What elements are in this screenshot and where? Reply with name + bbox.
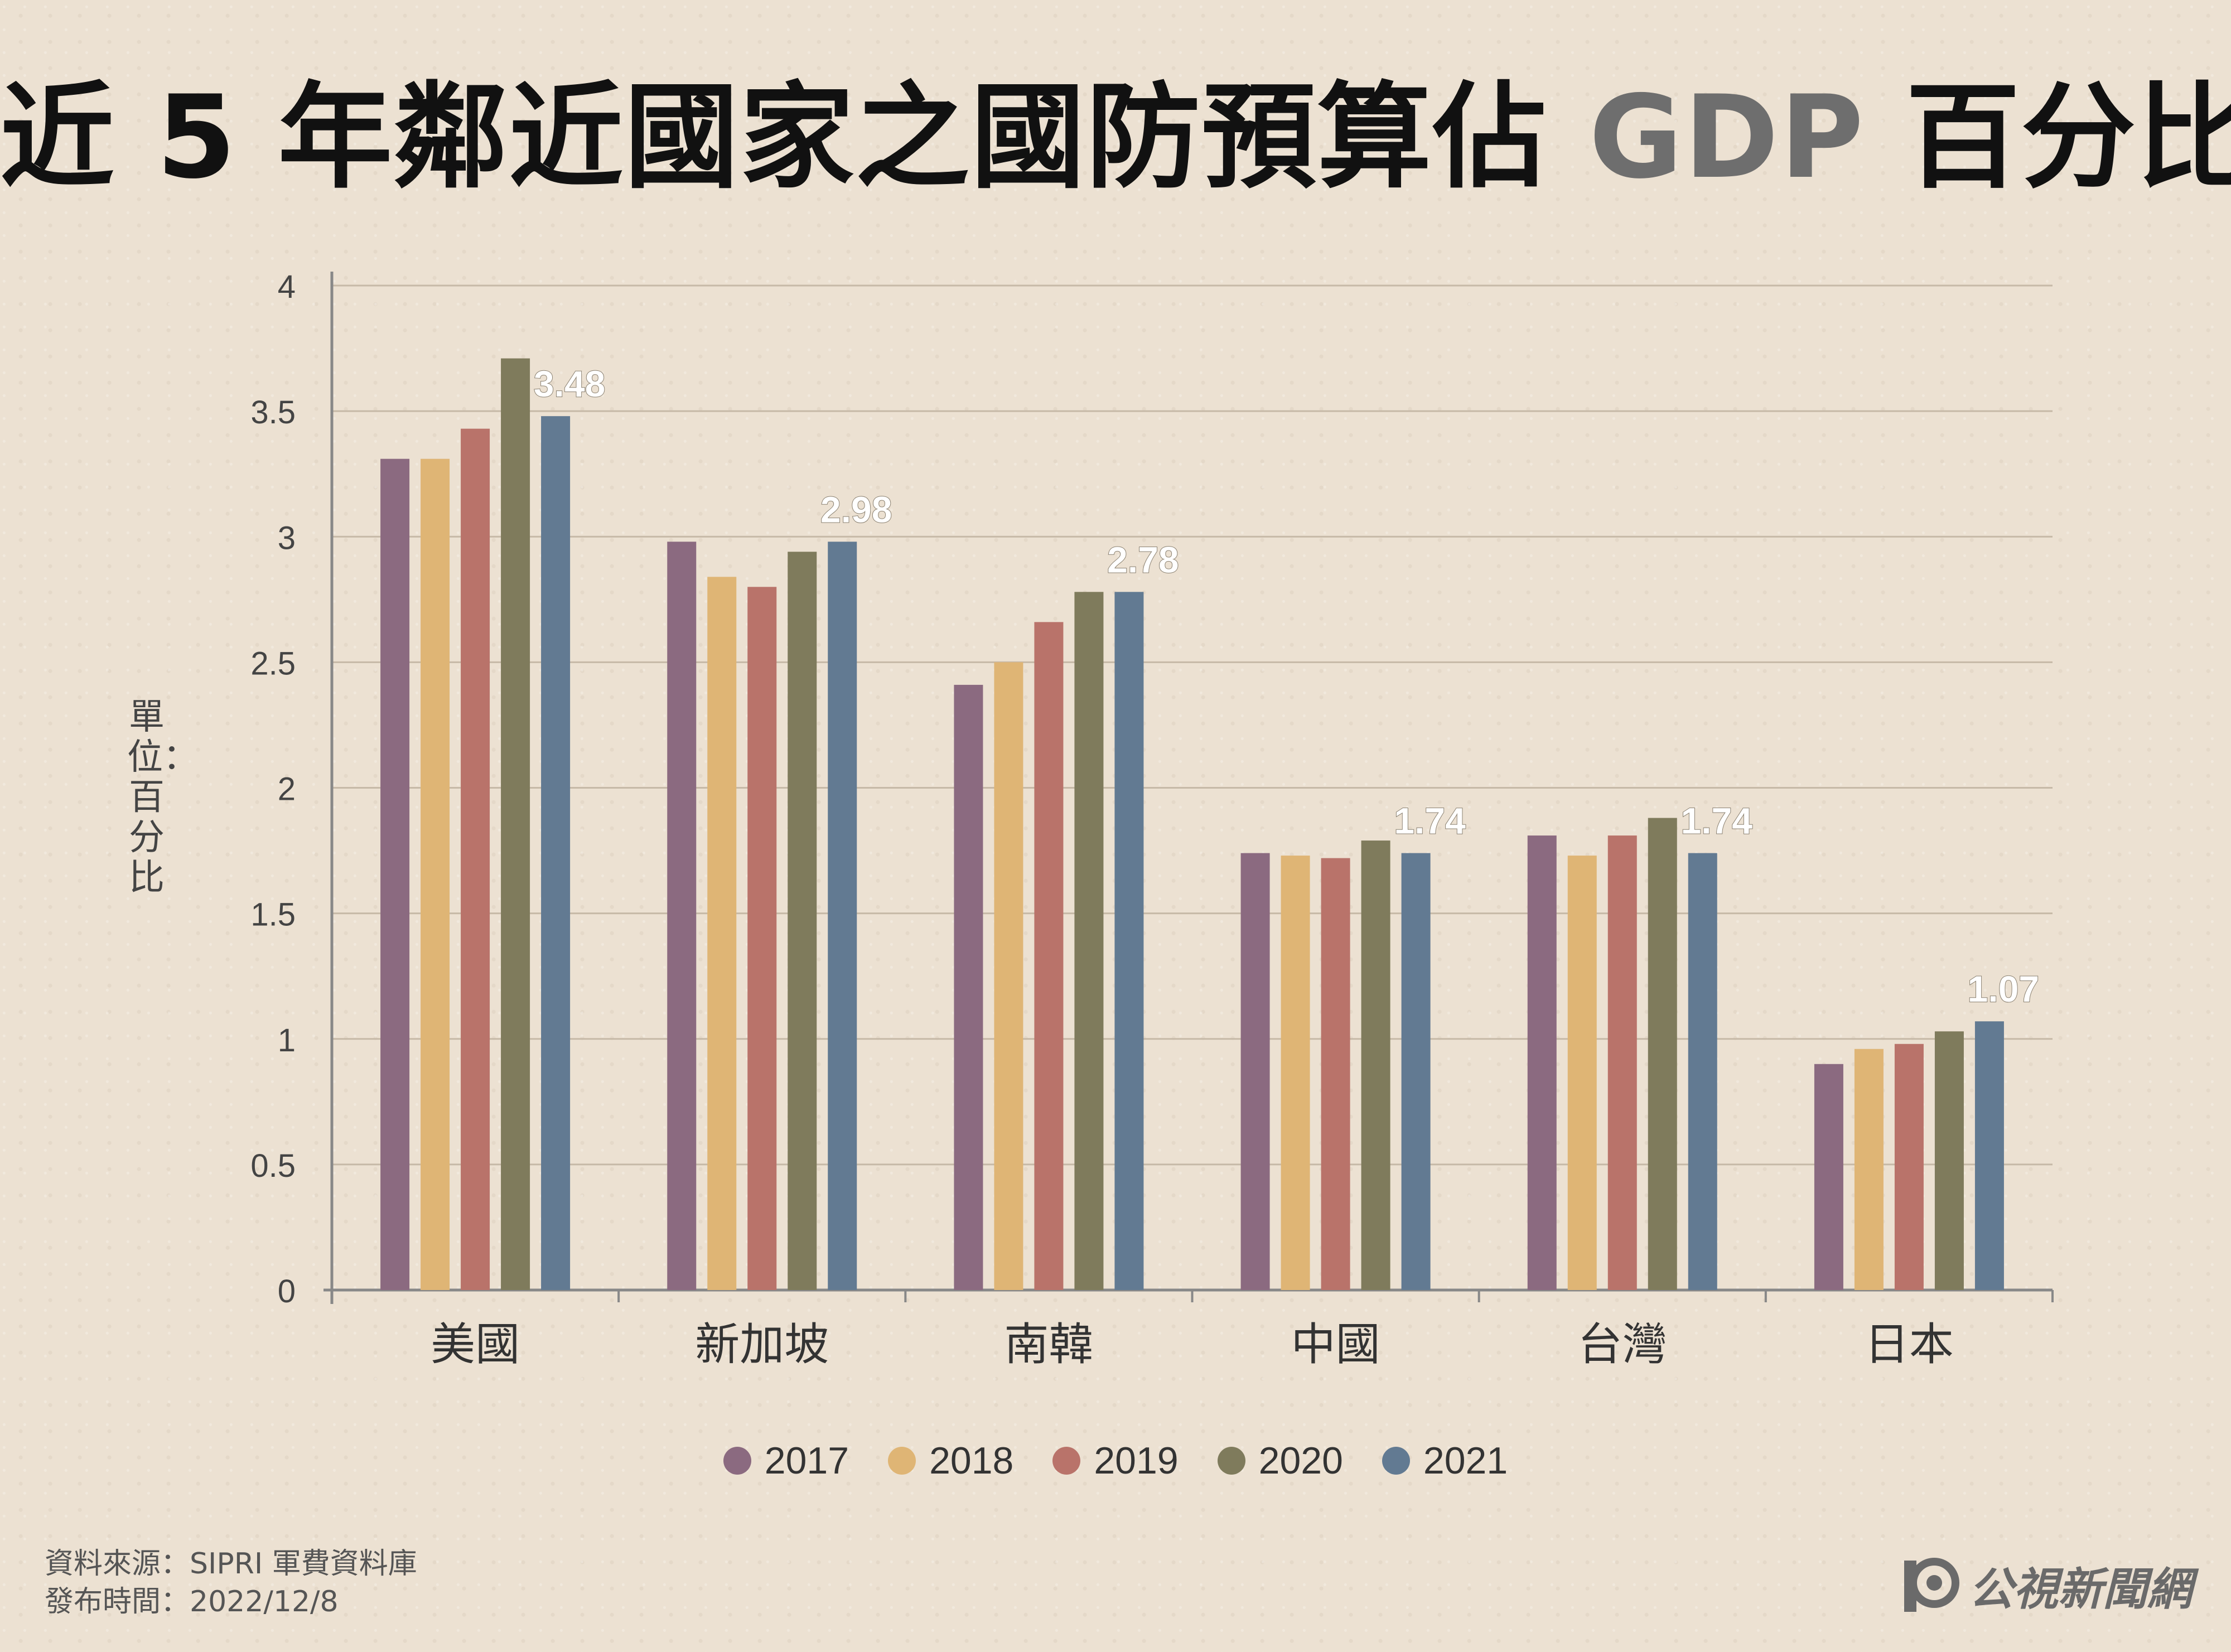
- bar-2021: [828, 542, 857, 1290]
- bar-2020: [501, 358, 530, 1290]
- legend-swatch: [1382, 1447, 1410, 1475]
- data-label: 1.07: [1968, 968, 2039, 1009]
- legend-swatch: [1217, 1447, 1245, 1475]
- bar-2018: [421, 458, 450, 1290]
- y-tick-label: 1: [278, 1022, 296, 1059]
- y-tick-label: 3: [278, 520, 296, 556]
- bar-2019: [1894, 1044, 1924, 1290]
- data-label: 1.74: [1681, 800, 1753, 842]
- title-tail: 百分比: [1865, 71, 2231, 204]
- y-tick-label: 4: [278, 269, 296, 305]
- bar-2020: [1074, 592, 1104, 1290]
- y-tick-label: 0.5: [250, 1148, 296, 1184]
- data-label: 1.74: [1394, 800, 1466, 842]
- bar-2020: [1934, 1031, 1964, 1290]
- x-tick-label: 中國: [1291, 1318, 1380, 1370]
- legend: 2017 2018 2019 2020 2021: [0, 1439, 2231, 1482]
- bar-2019: [1034, 622, 1064, 1290]
- bar-2020: [1361, 841, 1390, 1290]
- y-tick-label: 3.5: [250, 394, 296, 431]
- legend-item-2017: 2017: [723, 1439, 849, 1482]
- legend-item-2021: 2021: [1382, 1439, 1508, 1482]
- pts-logo: 公視新聞網: [1900, 1553, 2192, 1618]
- legend-item-2018: 2018: [888, 1439, 1013, 1482]
- chart-title: 近 5 年鄰近國家之國防預算佔 GDP 百分比: [0, 45, 2231, 210]
- y-tick-label: 1.5: [250, 897, 296, 933]
- legend-label: 2019: [1094, 1440, 1179, 1482]
- bar-2019: [1321, 858, 1350, 1290]
- x-tick-label: 南韓: [1004, 1318, 1093, 1370]
- bar-2019: [1607, 835, 1637, 1290]
- bar-2021: [1401, 853, 1431, 1290]
- bar-2018: [994, 662, 1023, 1290]
- y-tick-label: 2.5: [250, 645, 296, 682]
- legend-item-2019: 2019: [1052, 1439, 1179, 1482]
- legend-swatch: [888, 1447, 916, 1475]
- title-main: 近 5 年鄰近國家之國防預算佔: [0, 71, 1589, 204]
- bar-2021: [1974, 1021, 2004, 1290]
- bar-2017: [380, 458, 410, 1290]
- logo-text: 公視新聞網: [1969, 1563, 2192, 1615]
- bar-2017: [1814, 1064, 1843, 1290]
- bar-2018: [1854, 1049, 1884, 1290]
- bar-2020: [1648, 818, 1677, 1290]
- y-tick-label: 2: [278, 771, 296, 808]
- legend-item-2020: 2020: [1217, 1439, 1343, 1482]
- x-tick-label: 新加坡: [695, 1318, 829, 1370]
- legend-swatch: [1052, 1447, 1081, 1475]
- legend-swatch: [723, 1447, 751, 1475]
- bar-2021: [1114, 592, 1144, 1290]
- data-label: 2.78: [1107, 539, 1179, 580]
- data-label: 2.98: [820, 489, 892, 530]
- bar-2021: [541, 416, 571, 1290]
- bar-2017: [1240, 853, 1270, 1290]
- bar-2019: [461, 428, 490, 1290]
- bar-2019: [747, 587, 777, 1290]
- publish-date: 發布時間：2022/12/8: [45, 1585, 339, 1619]
- bar-2017: [667, 542, 697, 1290]
- legend-label: 2017: [764, 1440, 849, 1482]
- legend-label: 2020: [1258, 1440, 1343, 1482]
- title-gdp: GDP: [1588, 71, 1865, 204]
- y-axis-label: 單位：百分比: [127, 697, 199, 899]
- legend-label: 2021: [1423, 1440, 1508, 1482]
- footer: 資料來源：SIPRI 軍費資料庫 發布時間：2022/12/8: [45, 1545, 417, 1621]
- bar-2017: [1527, 835, 1557, 1290]
- y-tick-label: 0: [278, 1273, 296, 1310]
- bar-2021: [1688, 853, 1717, 1290]
- bar-2018: [1281, 856, 1310, 1290]
- bar-2020: [788, 552, 817, 1290]
- bar-2018: [707, 577, 737, 1290]
- x-tick-label: 台灣: [1578, 1318, 1667, 1370]
- legend-label: 2018: [929, 1440, 1014, 1482]
- source-text: 資料來源：SIPRI 軍費資料庫: [45, 1547, 417, 1581]
- bar-2018: [1567, 856, 1597, 1290]
- pts-logo-icon: [1904, 1558, 1959, 1612]
- x-tick-label: 日本: [1865, 1318, 1954, 1370]
- bar-2017: [954, 684, 983, 1290]
- x-tick-label: 美國: [431, 1318, 520, 1370]
- data-label: 3.48: [534, 363, 605, 404]
- bar-chart: 0 0.5 1 1.5 2 2.5 3 3.5 4 美國 新加坡 南韓 中國 台灣 日本 3.48 2.98 2.…: [250, 269, 2054, 1370]
